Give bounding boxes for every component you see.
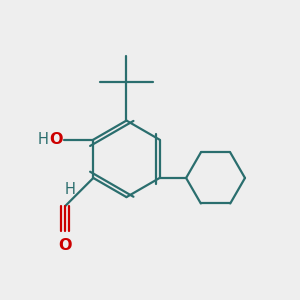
Text: H: H — [38, 132, 49, 147]
Text: O: O — [58, 238, 72, 253]
Text: O: O — [49, 132, 62, 147]
Text: H: H — [64, 182, 76, 197]
